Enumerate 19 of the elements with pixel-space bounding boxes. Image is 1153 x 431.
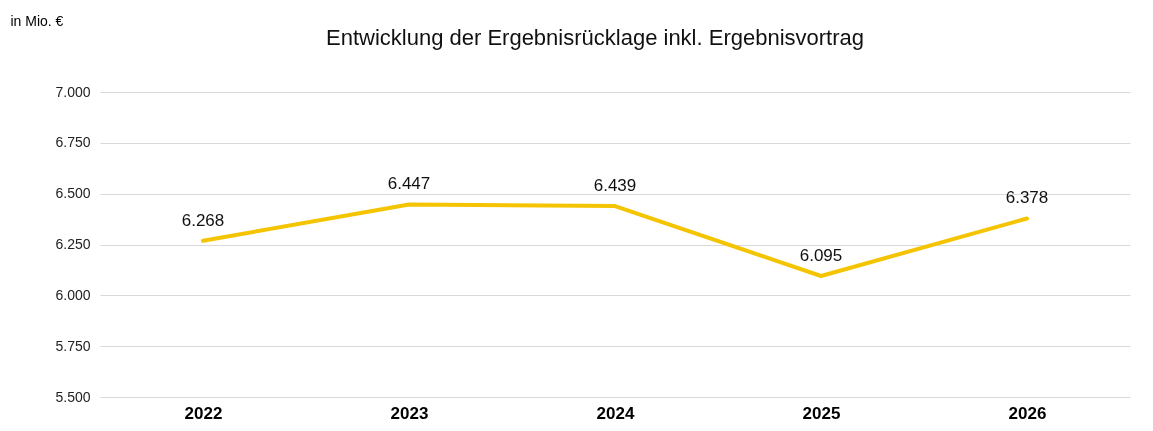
x-tick-label: 2022: [184, 403, 223, 423]
y-tick-label: 6.750: [55, 134, 91, 151]
data-label: 6.095: [799, 246, 843, 266]
y-tick-label: 5.500: [55, 388, 91, 405]
data-label: 6.447: [387, 174, 431, 194]
x-tick-label: 2025: [802, 403, 841, 423]
x-tick-label: 2023: [390, 403, 429, 423]
y-tick-label: 6.250: [55, 236, 91, 252]
data-label: 6.378: [1005, 188, 1049, 208]
x-tick-label: 2026: [1008, 403, 1047, 423]
y-tick-label: 7.000: [55, 83, 91, 100]
y-tick-label: 5.750: [55, 337, 91, 354]
data-label: 6.439: [593, 176, 637, 196]
y-tick-label: 6.500: [55, 185, 91, 202]
x-tick-label: 2024: [596, 403, 635, 423]
y-tick-label: 6.000: [55, 286, 91, 303]
chart-title: Entwicklung der Ergebnisrücklage inkl. Ergebnisvortrag: [325, 25, 865, 50]
data-label: 6.268: [181, 210, 225, 230]
y-axis-title: in Mio. €: [10, 12, 64, 29]
